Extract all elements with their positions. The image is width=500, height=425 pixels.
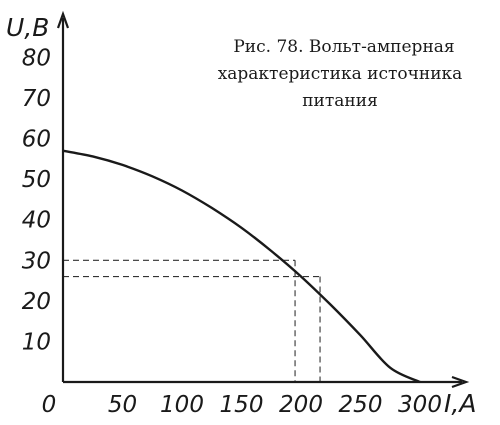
y-tick-label: 70 bbox=[22, 86, 51, 112]
x-tick-labels: 0 50 100 150 200 250 300 bbox=[42, 392, 442, 418]
y-tick-label: 20 bbox=[22, 289, 51, 315]
x-tick-label: 200 bbox=[279, 392, 323, 418]
y-tick-label: 40 bbox=[22, 208, 51, 234]
caption-line-2: характеристика источника bbox=[218, 64, 463, 84]
x-tick-label: 150 bbox=[220, 392, 264, 418]
y-tick-label: 60 bbox=[22, 127, 51, 153]
series-curve bbox=[62, 149, 421, 384]
y-tick-label: 10 bbox=[22, 329, 51, 355]
caption-line-1: Рис. 78. Вольт-амперная bbox=[233, 37, 454, 57]
y-axis-label: U,B bbox=[6, 13, 49, 42]
x-tick-label: 50 bbox=[108, 392, 137, 418]
y-tick-labels: 10 20 30 40 50 60 70 80 bbox=[22, 45, 51, 355]
y-tick-label: 80 bbox=[22, 45, 51, 71]
y-axis-arrow bbox=[56, 10, 70, 29]
y-tick-label: 50 bbox=[22, 167, 51, 193]
x-axis-arrow bbox=[451, 375, 470, 389]
x-tick-label: 250 bbox=[339, 392, 383, 418]
caption-line-3: питания bbox=[302, 91, 378, 111]
reference-guides bbox=[63, 259, 321, 382]
y-tick-label: 30 bbox=[22, 248, 51, 274]
x-tick-label: 100 bbox=[160, 392, 204, 418]
x-tick-label: 300 bbox=[398, 392, 442, 418]
x-tick-label: 0 bbox=[42, 392, 57, 418]
x-axis-label: I,A bbox=[444, 389, 476, 418]
